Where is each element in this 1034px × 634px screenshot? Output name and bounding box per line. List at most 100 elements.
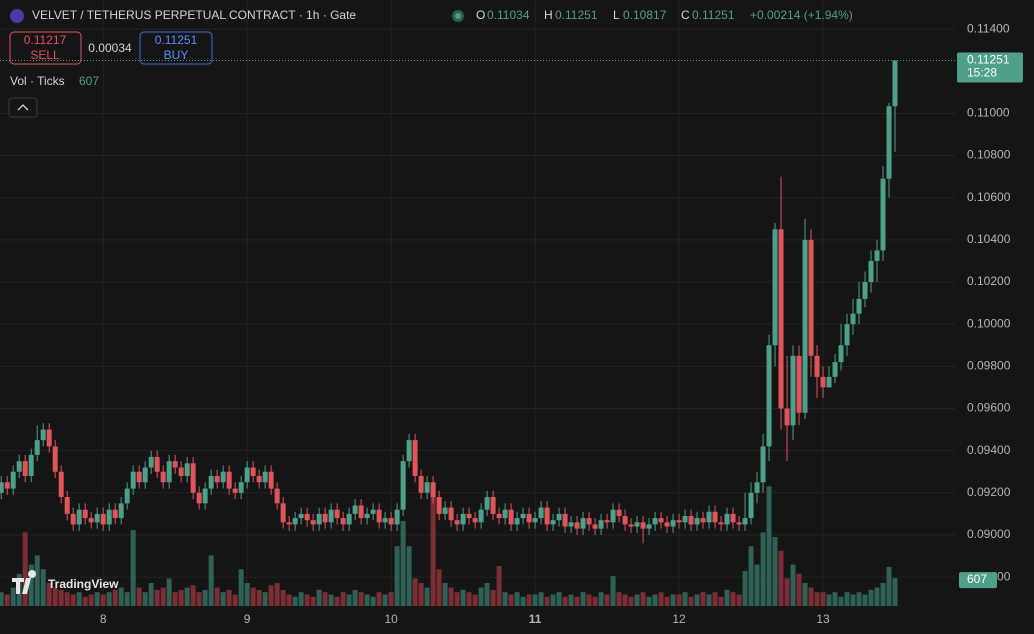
volume-bar bbox=[850, 594, 856, 606]
candle-body bbox=[190, 463, 196, 493]
candle-body bbox=[640, 522, 646, 529]
sell-price[interactable]: 0.11217 bbox=[24, 33, 67, 47]
candle-body bbox=[784, 408, 790, 426]
symbol-logo bbox=[10, 9, 24, 23]
volume-bar bbox=[682, 592, 688, 606]
candle-body bbox=[556, 513, 562, 521]
volume-bar bbox=[586, 594, 592, 606]
candle-body bbox=[760, 446, 766, 483]
volume-bar bbox=[10, 587, 16, 606]
candle-body bbox=[196, 492, 202, 504]
candle-body bbox=[664, 522, 670, 527]
candle-body bbox=[454, 520, 460, 525]
volume-bar bbox=[712, 592, 718, 606]
volume-bar bbox=[742, 571, 748, 606]
candle-body bbox=[562, 513, 568, 527]
last-price-label: 0.11251 bbox=[967, 53, 1010, 67]
volume-bar bbox=[838, 596, 844, 606]
candle-body bbox=[772, 229, 778, 346]
volume-bar bbox=[472, 594, 478, 606]
candle-body bbox=[616, 509, 622, 516]
volume-bar bbox=[322, 592, 328, 606]
collapse-icon[interactable] bbox=[17, 104, 29, 111]
volume-bar bbox=[718, 596, 724, 606]
candle-body bbox=[736, 522, 742, 525]
candle-body bbox=[502, 509, 508, 519]
candle-body bbox=[586, 518, 592, 525]
volume-bar bbox=[454, 592, 460, 606]
buy-price[interactable]: 0.11251 bbox=[155, 33, 198, 47]
volume-bar bbox=[4, 594, 10, 606]
volume-bar bbox=[628, 596, 634, 606]
candle-body bbox=[802, 239, 808, 413]
volume-bar bbox=[88, 594, 94, 606]
volume-bar bbox=[508, 594, 514, 606]
candle-body bbox=[634, 522, 640, 527]
candle-body bbox=[46, 429, 52, 447]
logo-icon bbox=[12, 570, 37, 594]
candle-body bbox=[622, 515, 628, 525]
volume-bar bbox=[700, 592, 706, 606]
candle-body bbox=[820, 376, 826, 388]
candle-body bbox=[394, 509, 400, 525]
volume-bar bbox=[556, 592, 562, 606]
volume-bar bbox=[220, 592, 226, 606]
y-tick-label: 0.09800 bbox=[967, 359, 1011, 373]
sell-label[interactable]: SELL bbox=[30, 48, 60, 62]
x-tick-label: 8 bbox=[100, 612, 107, 626]
candle-body bbox=[790, 355, 796, 426]
volume-bar bbox=[502, 592, 508, 606]
volume-bar bbox=[652, 594, 658, 606]
candle-body bbox=[100, 513, 106, 525]
y-tick-label: 0.10200 bbox=[967, 274, 1011, 288]
candle-body bbox=[580, 518, 586, 529]
volume-bar bbox=[766, 486, 772, 606]
volume-bar bbox=[52, 587, 58, 606]
buy-label[interactable]: BUY bbox=[164, 48, 189, 62]
candle-body bbox=[16, 461, 22, 472]
candle-body bbox=[682, 515, 688, 523]
buy-box[interactable] bbox=[139, 31, 213, 65]
volume-bar bbox=[724, 589, 730, 606]
candle-body bbox=[364, 513, 370, 519]
volume-bar bbox=[778, 550, 784, 606]
sell-button[interactable]: 0.11217 SELL bbox=[9, 31, 82, 65]
volume-bar bbox=[64, 592, 70, 606]
price-axis-bg bbox=[955, 0, 1034, 634]
volume-bar bbox=[694, 594, 700, 606]
volume-bar bbox=[448, 587, 454, 606]
volume-bar bbox=[400, 520, 406, 606]
volume-bar bbox=[394, 546, 400, 606]
high-label: H bbox=[544, 8, 553, 22]
sell-box[interactable] bbox=[9, 31, 82, 65]
candle-body bbox=[688, 515, 694, 525]
volume-bar bbox=[388, 592, 394, 606]
volume-bar bbox=[202, 589, 208, 606]
candle-body bbox=[604, 520, 610, 523]
volume-bar bbox=[856, 592, 862, 606]
volume-bar bbox=[730, 592, 736, 606]
volume-bar bbox=[106, 592, 112, 606]
volume-bar bbox=[580, 592, 586, 606]
buy-button[interactable]: 0.11251 BUY bbox=[139, 31, 213, 65]
volume-bar bbox=[772, 537, 778, 606]
volume-bar bbox=[46, 583, 52, 606]
logo-text: TradingView bbox=[48, 577, 119, 591]
candle-body bbox=[478, 509, 484, 523]
volume-bar bbox=[136, 587, 142, 606]
candle-body bbox=[676, 520, 682, 523]
candle-body bbox=[250, 467, 256, 476]
candle-body bbox=[148, 456, 154, 468]
volume-bar bbox=[598, 592, 604, 606]
volume-bar bbox=[274, 583, 280, 606]
candle-body bbox=[730, 513, 736, 523]
volume-bar bbox=[790, 564, 796, 606]
volume-bar bbox=[466, 592, 472, 606]
collapse-button[interactable] bbox=[8, 97, 38, 118]
volume-bar bbox=[520, 596, 526, 606]
high-value: 0.11251 bbox=[555, 8, 598, 22]
candle-body bbox=[262, 471, 268, 483]
countdown: 15:28 bbox=[967, 66, 997, 80]
volume-bar bbox=[70, 594, 76, 606]
close-value: 0.11251 bbox=[692, 8, 735, 22]
